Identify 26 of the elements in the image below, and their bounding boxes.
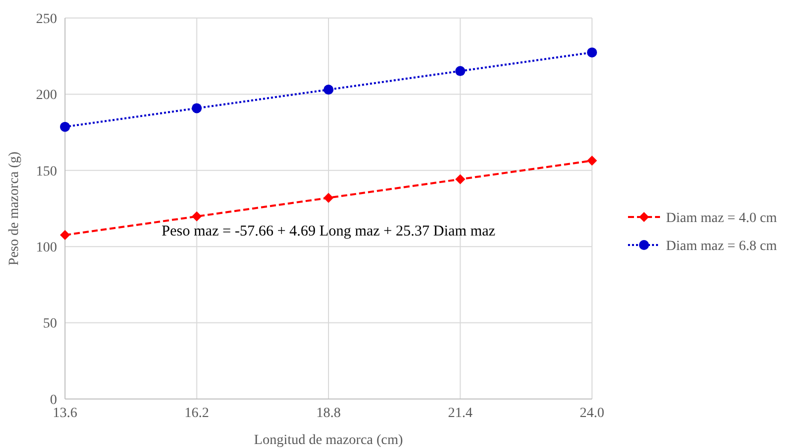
y-tick-label: 200	[36, 88, 57, 104]
x-tick-label: 13.6	[52, 406, 78, 421]
point	[192, 211, 202, 222]
point	[60, 122, 70, 132]
point	[455, 66, 466, 76]
x-tick-label: 16.2	[184, 406, 209, 421]
annotation: Peso maz = -57.66 + 4.69 Long maz + 25.37 Diam maz	[162, 223, 496, 240]
point	[60, 230, 70, 240]
x-tick-label: 24.0	[580, 406, 604, 421]
legend-label: Diam maz = 6.8 cm	[666, 238, 778, 254]
y-axis-title: Peso de mazorca (g)	[7, 151, 22, 266]
point	[455, 174, 466, 184]
point	[587, 156, 597, 166]
y-tick-label: 50	[43, 316, 57, 332]
y-tick-label: 0	[50, 392, 57, 408]
legend-label: Diam maz = 4.0 cm	[666, 210, 778, 226]
point	[324, 192, 334, 203]
x-tick-label: 18.8	[316, 406, 341, 421]
y-tick-label: 100	[36, 240, 57, 256]
y-tick-label: 250	[36, 12, 57, 27]
point	[324, 84, 334, 95]
y-tick-label: 150	[36, 164, 57, 180]
point	[192, 103, 202, 114]
x-tick-label: 21.4	[448, 406, 472, 421]
x-axis-title: Longitud de mazorca (cm)	[254, 433, 404, 448]
point	[587, 47, 597, 58]
